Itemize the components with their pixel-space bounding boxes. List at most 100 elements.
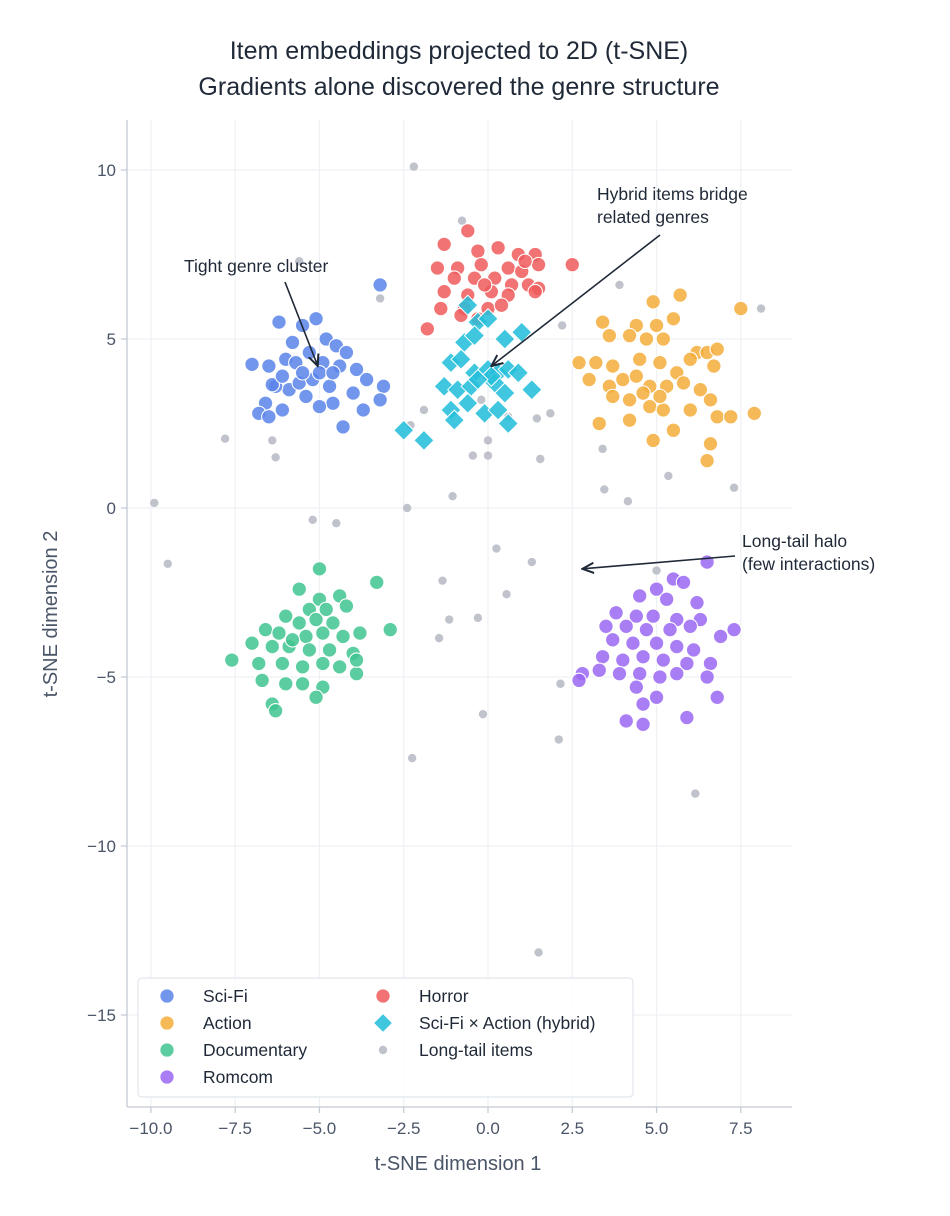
data-point: [338, 344, 355, 361]
x-tick-label: 7.5: [729, 1119, 753, 1138]
data-point: [315, 625, 331, 641]
data-point: [628, 679, 645, 695]
annotation-text: related genres: [597, 207, 709, 227]
legend-label: Horror: [419, 986, 469, 1006]
data-point: [709, 408, 725, 425]
data-point: [600, 485, 609, 494]
data-point: [264, 638, 281, 655]
data-point: [348, 665, 365, 682]
legend-marker: [159, 1042, 175, 1058]
legend-label: Romcom: [203, 1067, 273, 1087]
data-point: [502, 589, 511, 599]
data-point: [476, 277, 493, 293]
data-point: [682, 402, 699, 418]
data-point: [662, 621, 678, 638]
data-point: [648, 689, 665, 706]
data-point: [308, 689, 324, 706]
data-point: [685, 642, 702, 658]
data-point: [332, 519, 341, 528]
data-point: [756, 304, 766, 313]
data-point: [261, 358, 277, 374]
legend-marker: [159, 988, 175, 1004]
data-point: [224, 652, 240, 668]
data-point: [702, 436, 719, 452]
data-point: [375, 294, 385, 303]
data-point: [457, 392, 479, 414]
data-point: [244, 356, 260, 373]
legend-item: Romcom: [159, 1067, 273, 1087]
data-point: [679, 655, 695, 672]
data-point: [277, 608, 294, 624]
data-point: [478, 709, 488, 719]
data-point: [321, 642, 338, 658]
legend-item: Long-tail items: [378, 1040, 533, 1060]
data-point: [672, 287, 688, 303]
data-point: [635, 385, 651, 401]
data-point: [699, 452, 715, 469]
legend-label: Sci-Fi: [203, 986, 248, 1006]
data-point: [419, 321, 436, 337]
y-tick-label: 10: [97, 161, 116, 180]
data-point: [298, 388, 314, 405]
series-long-tail-items: [150, 162, 766, 957]
data-point: [473, 256, 490, 273]
data-point: [591, 662, 607, 678]
data-point: [393, 419, 415, 441]
x-tick-label: 5.0: [645, 1119, 669, 1138]
data-point: [625, 635, 641, 651]
data-point: [494, 382, 516, 404]
data-point: [648, 317, 665, 334]
data-point: [635, 648, 651, 665]
y-tick-label: −10: [87, 837, 116, 856]
legend-item: Horror: [375, 986, 469, 1006]
data-point: [564, 256, 581, 273]
data-point: [369, 574, 385, 591]
data-point: [521, 378, 543, 401]
data-point: [261, 408, 277, 425]
data-point: [722, 408, 739, 425]
data-point: [291, 615, 307, 631]
data-point: [604, 358, 621, 374]
data-point: [652, 388, 668, 405]
data-point: [493, 297, 510, 313]
data-point: [457, 294, 479, 316]
data-point: [746, 405, 763, 422]
data-point: [298, 628, 314, 645]
legend-item: Action: [159, 1013, 252, 1033]
data-point: [554, 735, 563, 744]
data-point: [618, 713, 634, 729]
data-point: [655, 652, 672, 668]
data-point: [446, 270, 463, 286]
legend-marker: [375, 988, 391, 1004]
data-point: [527, 557, 537, 567]
y-tick-label: 5: [107, 330, 116, 349]
data-point: [348, 361, 365, 378]
data-point: [291, 581, 307, 597]
data-point: [321, 378, 338, 395]
data-point: [536, 454, 545, 464]
data-point: [325, 365, 341, 381]
data-point: [648, 581, 665, 597]
x-tick-label: 0.0: [476, 1119, 500, 1138]
x-axis-label: t-SNE dimension 1: [375, 1153, 542, 1175]
data-point: [729, 483, 739, 492]
data-point: [274, 655, 291, 672]
data-point: [220, 434, 230, 443]
series-horror: [419, 223, 581, 337]
data-point: [433, 300, 449, 317]
data-point: [251, 655, 267, 672]
data-point: [631, 351, 648, 368]
legend-marker: [159, 1015, 175, 1031]
data-point: [492, 544, 501, 553]
data-point: [635, 716, 651, 733]
data-point: [601, 327, 618, 344]
legend-item: Documentary: [159, 1040, 307, 1060]
data-point: [571, 354, 587, 371]
data-point: [702, 392, 719, 408]
data-point: [315, 655, 331, 672]
data-point: [669, 665, 685, 682]
data-point: [150, 498, 159, 508]
data-point: [483, 451, 493, 460]
series-romcom: [571, 554, 742, 733]
data-point: [652, 669, 668, 685]
